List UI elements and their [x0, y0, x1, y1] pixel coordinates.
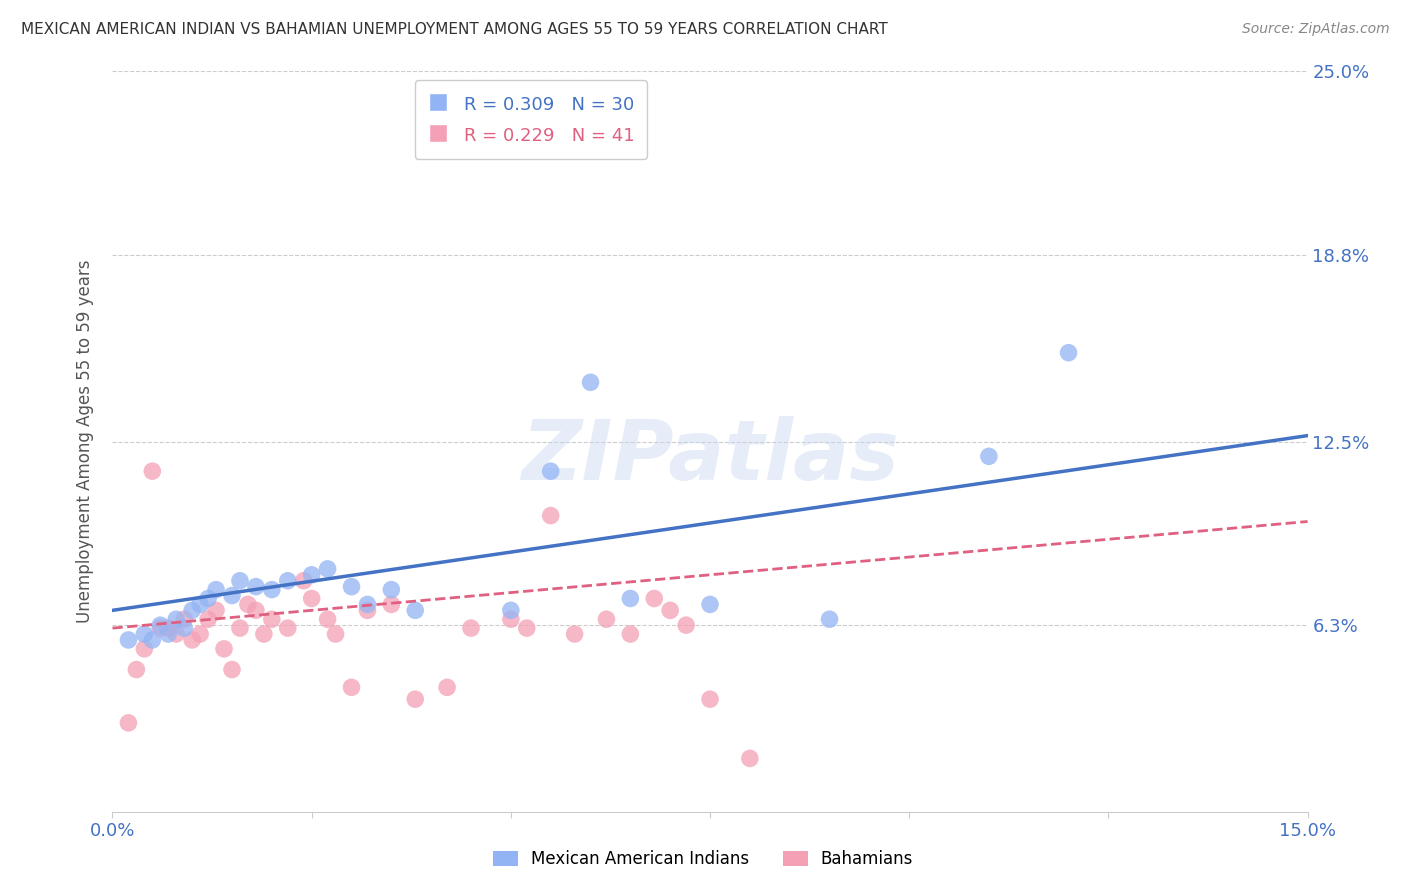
Point	[301, 591, 323, 606]
Point	[197, 612, 219, 626]
Point	[292, 574, 315, 588]
Point	[173, 621, 195, 635]
Point	[221, 589, 243, 603]
Point	[325, 627, 347, 641]
Point	[117, 715, 139, 730]
Point	[643, 591, 665, 606]
Text: MEXICAN AMERICAN INDIAN VS BAHAMIAN UNEMPLOYMENT AMONG AGES 55 TO 59 YEARS CORRE: MEXICAN AMERICAN INDIAN VS BAHAMIAN UNEM…	[21, 22, 887, 37]
Y-axis label: Unemployment Among Ages 55 to 59 years: Unemployment Among Ages 55 to 59 years	[76, 260, 94, 624]
Point	[977, 450, 1000, 464]
Text: Source: ZipAtlas.com: Source: ZipAtlas.com	[1241, 22, 1389, 37]
Point	[380, 582, 402, 597]
Point	[141, 464, 163, 478]
Point	[516, 621, 538, 635]
Point	[380, 598, 402, 612]
Point	[221, 663, 243, 677]
Point	[157, 621, 180, 635]
Point	[229, 574, 252, 588]
Point	[277, 621, 299, 635]
Point	[229, 621, 252, 635]
Point	[699, 598, 721, 612]
Point	[356, 603, 378, 617]
Point	[404, 692, 426, 706]
Point	[188, 627, 211, 641]
Point	[619, 591, 641, 606]
Point	[595, 612, 617, 626]
Point	[675, 618, 697, 632]
Point	[134, 641, 156, 656]
Point	[404, 603, 426, 617]
Point	[245, 580, 267, 594]
Point	[212, 641, 235, 656]
Point	[316, 612, 339, 626]
Point	[165, 627, 187, 641]
Point	[499, 603, 522, 617]
Point	[540, 464, 562, 478]
Point	[619, 627, 641, 641]
Point	[125, 663, 148, 677]
Point	[205, 582, 228, 597]
Legend: R = 0.309   N = 30, R = 0.229   N = 41: R = 0.309 N = 30, R = 0.229 N = 41	[415, 80, 647, 159]
Point	[205, 603, 228, 617]
Point	[301, 567, 323, 582]
Point	[253, 627, 276, 641]
Point	[340, 580, 363, 594]
Point	[436, 681, 458, 695]
Point	[181, 603, 204, 617]
Point	[316, 562, 339, 576]
Point	[499, 612, 522, 626]
Text: ZIPatlas: ZIPatlas	[522, 416, 898, 497]
Point	[141, 632, 163, 647]
Point	[356, 598, 378, 612]
Point	[579, 376, 602, 390]
Point	[460, 621, 482, 635]
Point	[181, 632, 204, 647]
Point	[165, 612, 187, 626]
Point	[157, 627, 180, 641]
Point	[197, 591, 219, 606]
Point	[245, 603, 267, 617]
Point	[659, 603, 682, 617]
Point	[818, 612, 841, 626]
Point	[1057, 345, 1080, 359]
Point	[738, 751, 761, 765]
Point	[149, 618, 172, 632]
Point	[260, 612, 283, 626]
Point	[540, 508, 562, 523]
Point	[277, 574, 299, 588]
Point	[134, 627, 156, 641]
Point	[236, 598, 259, 612]
Point	[340, 681, 363, 695]
Point	[564, 627, 586, 641]
Point	[699, 692, 721, 706]
Point	[188, 598, 211, 612]
Point	[117, 632, 139, 647]
Point	[260, 582, 283, 597]
Point	[149, 621, 172, 635]
Legend: Mexican American Indians, Bahamians: Mexican American Indians, Bahamians	[486, 844, 920, 875]
Point	[173, 612, 195, 626]
